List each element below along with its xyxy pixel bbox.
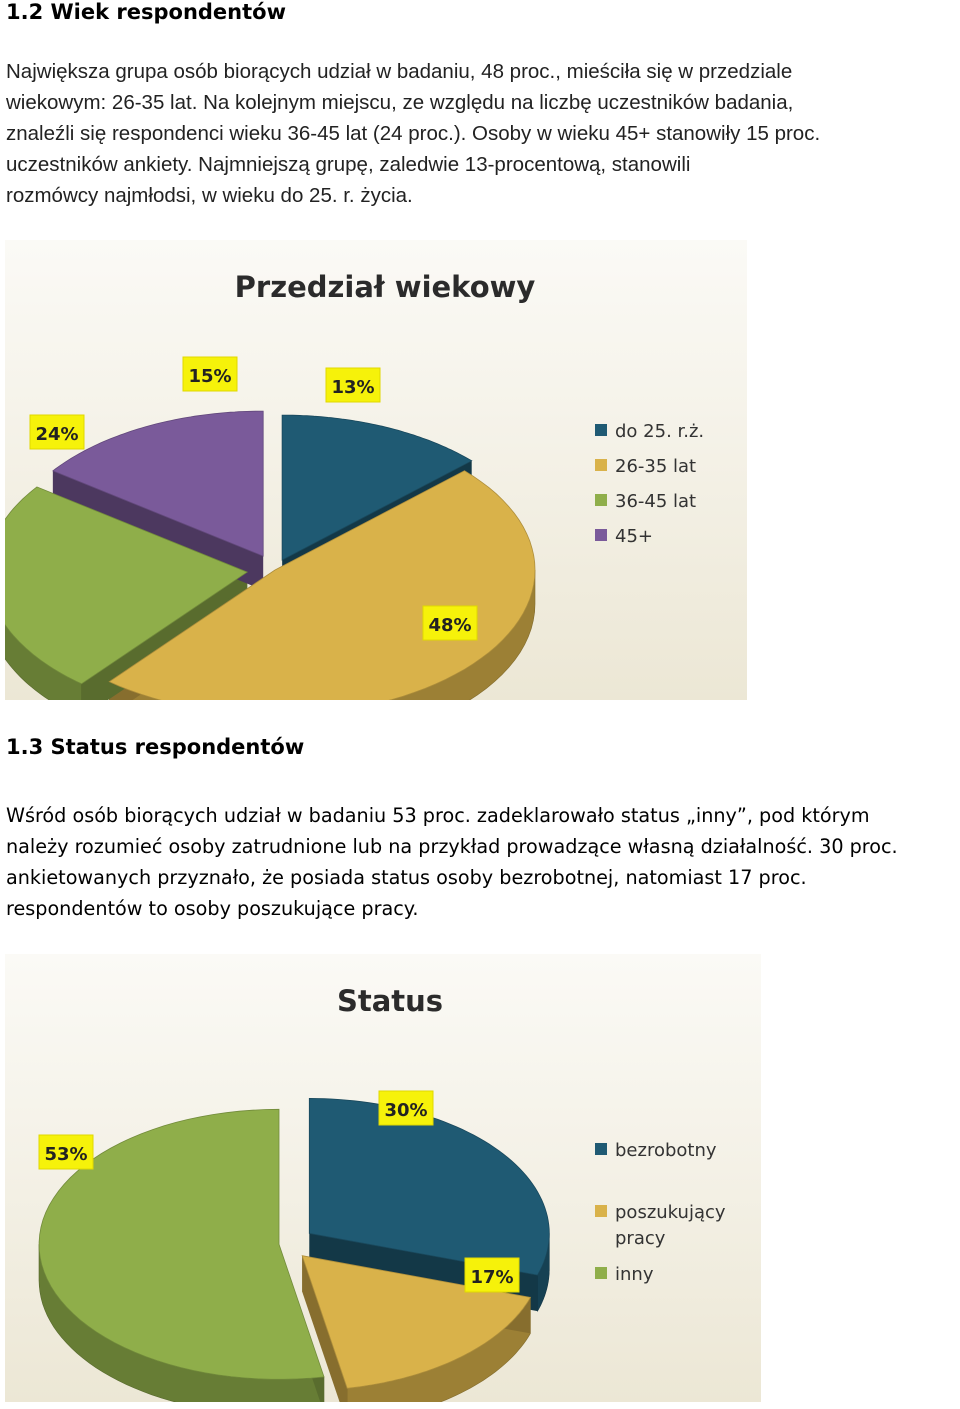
legend-label: poszukujący [615, 1202, 726, 1223]
paragraph-line: wiekowym: 26-35 lat. Na kolejnym miejscu… [6, 91, 794, 114]
paragraph-line: respondentów to osoby poszukujące pracy. [6, 897, 419, 920]
legend-label: inny [615, 1264, 654, 1285]
section-heading-status: 1.3 Status respondentów [6, 735, 305, 759]
legend-item: poszukujący pracy [595, 1202, 726, 1249]
pie-slice-edge [81, 572, 248, 700]
legend-label: do 25. r.ż. [615, 421, 704, 442]
paragraph-line: Największa grupa osób biorących udział w… [6, 60, 793, 83]
legend-swatch [595, 459, 607, 471]
data-label-text: 53% [44, 1144, 87, 1165]
data-label: 24% [29, 414, 85, 450]
data-label-text: 13% [331, 377, 374, 398]
data-label-text: 48% [428, 615, 471, 636]
age-chart-svg: Przedział wiekowy 13% 48% 24% 15% do 25. r.ż.… [5, 240, 747, 700]
chart-title: Status [337, 984, 443, 1018]
paragraph-status: Wśród osób biorących udział w badaniu 53… [6, 800, 898, 924]
legend-item: 36-45 lat [595, 491, 696, 512]
paragraph-line: należy rozumieć osoby zatrudnione lub na… [6, 835, 898, 858]
paragraph-line: rozmówcy najmłodsi, w wieku do 25. r. ży… [6, 184, 413, 207]
section-heading-age: 1.2 Wiek respondentów [6, 0, 286, 24]
paragraph-age: Największa grupa osób biorących udział w… [6, 56, 820, 211]
paragraph-line: Wśród osób biorących udział w badaniu 53… [6, 804, 870, 827]
legend-swatch [595, 1143, 607, 1155]
legend-label: 36-45 lat [615, 491, 696, 512]
status-chart: Status 30% 17% 53% bezrobotny poszukujący prac… [5, 954, 761, 1402]
paragraph-line: ankietowanych przyznało, że posiada stat… [6, 866, 807, 889]
legend-swatch [595, 424, 607, 436]
data-label: 30% [378, 1090, 434, 1126]
data-label: 17% [464, 1257, 520, 1293]
pie-slice [281, 414, 473, 561]
legend-item: bezrobotny [595, 1140, 717, 1161]
legend-item: 26-35 lat [595, 456, 696, 477]
legend-swatch [595, 494, 607, 506]
paragraph-line: uczestników ankiety. Najmniejszą grupę, … [6, 153, 691, 176]
status-chart-svg: Status 30% 17% 53% bezrobotny poszukujący prac… [5, 954, 761, 1402]
data-label-text: 17% [470, 1267, 513, 1288]
pie-slice [5, 486, 249, 685]
data-label-text: 24% [35, 424, 78, 445]
pie-slice [52, 410, 264, 557]
legend-swatch [595, 1267, 607, 1279]
data-label: 48% [422, 605, 478, 641]
data-label: 53% [38, 1134, 94, 1170]
data-label-text: 15% [188, 366, 231, 387]
pie-slice [38, 1108, 325, 1380]
legend-swatch [595, 1205, 607, 1217]
legend-label: 26-35 lat [615, 456, 696, 477]
data-label-text: 30% [384, 1100, 427, 1121]
legend-item: do 25. r.ż. [595, 421, 704, 442]
chart-title: Przedział wiekowy [235, 270, 536, 304]
legend-label: 45+ [615, 526, 653, 547]
legend-label: bezrobotny [615, 1140, 717, 1161]
age-chart: Przedział wiekowy 13% 48% 24% 15% do 25. r.ż.… [5, 240, 747, 700]
legend-swatch [595, 529, 607, 541]
pie-slice [108, 470, 536, 700]
legend-label: pracy [615, 1228, 666, 1249]
pie-slice-edge [302, 1255, 348, 1402]
legend-item: 45+ [595, 526, 653, 547]
data-label: 13% [325, 367, 381, 403]
paragraph-line: znaleźli się respondenci wieku 36-45 lat… [6, 122, 821, 145]
legend-item: inny [595, 1264, 654, 1285]
data-label: 15% [182, 356, 238, 392]
